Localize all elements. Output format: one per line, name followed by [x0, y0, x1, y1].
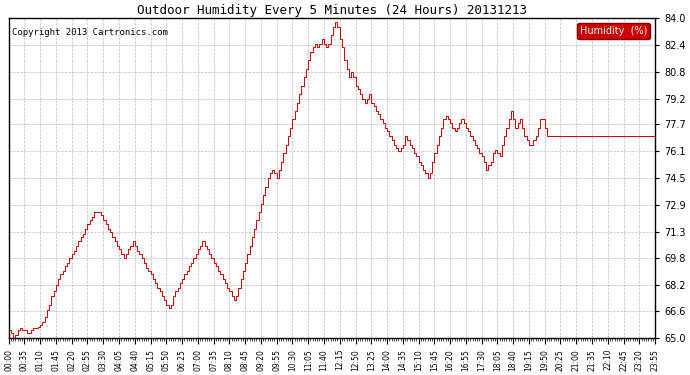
- Title: Outdoor Humidity Every 5 Minutes (24 Hours) 20131213: Outdoor Humidity Every 5 Minutes (24 Hou…: [137, 4, 527, 17]
- Text: Copyright 2013 Cartronics.com: Copyright 2013 Cartronics.com: [12, 28, 168, 37]
- Legend: Humidity  (%): Humidity (%): [577, 23, 650, 39]
